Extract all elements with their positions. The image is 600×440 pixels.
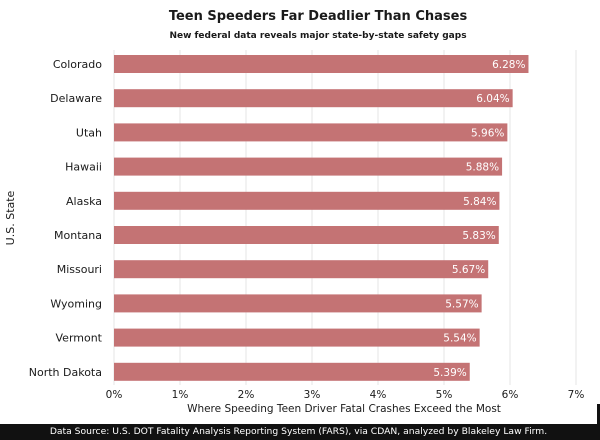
bar-value-label: 6.04% (476, 93, 509, 105)
bar (114, 328, 480, 347)
bar-value-label: 5.67% (452, 264, 485, 276)
bar (114, 123, 508, 142)
value-axis: 0% 1% 2% 3% 4% 5% 6% 7% (106, 389, 585, 401)
source-footer: Data Source: U.S. DOT Fatality Analysis … (0, 424, 597, 440)
bar (114, 157, 503, 176)
bar-value-label: 5.88% (466, 162, 499, 174)
bar-value-label: 6.28% (492, 59, 525, 71)
footer-edge (597, 404, 600, 440)
x-tick-label: 2% (238, 389, 255, 401)
bar-value-label: 5.83% (462, 230, 495, 242)
bar-value-label: 5.39% (433, 367, 466, 379)
x-tick-label: 6% (502, 389, 519, 401)
x-tick-label: 5% (436, 389, 453, 401)
category-label: Montana (54, 229, 102, 242)
category-label: North Dakota (29, 366, 102, 379)
category-label: Utah (76, 126, 102, 139)
x-tick-label: 1% (172, 389, 189, 401)
chart-title: Teen Speeders Far Deadlier Than Chases (169, 9, 468, 24)
bar (114, 226, 499, 244)
x-tick-label: 4% (370, 389, 387, 401)
category-label: Delaware (50, 92, 102, 105)
y-axis-label: U.S. State (4, 190, 17, 245)
bar-value-label: 5.57% (445, 298, 478, 310)
category-label: Alaska (66, 195, 102, 208)
category-label: Colorado (53, 58, 102, 71)
category-label: Missouri (57, 263, 102, 276)
bar (114, 362, 470, 381)
x-axis-label: Where Speeding Teen Driver Fatal Crashes… (187, 403, 501, 415)
x-tick-label: 0% (106, 389, 123, 401)
bar-value-label: 5.54% (443, 333, 476, 345)
bar (114, 260, 489, 279)
bar (114, 55, 529, 73)
category-label: Wyoming (50, 297, 102, 310)
bar (114, 294, 482, 313)
bar-group: 6.28% 6.04% 5.96% 5.88% 5.84% 5.83% 5.67% 5.57%… (114, 55, 529, 381)
bar (114, 191, 500, 210)
x-tick-label: 3% (304, 389, 321, 401)
chart-subtitle: New federal data reveals major state-by-… (169, 31, 466, 41)
x-tick-label: 7% (568, 389, 585, 401)
bar-value-label: 5.96% (471, 127, 504, 139)
bar (114, 89, 513, 108)
category-label: Hawaii (65, 161, 102, 174)
category-axis: Colorado Delaware Utah Hawaii Alaska Montana M… (29, 58, 103, 379)
category-label: Vermont (56, 332, 103, 345)
bar-value-label: 5.84% (463, 196, 496, 208)
